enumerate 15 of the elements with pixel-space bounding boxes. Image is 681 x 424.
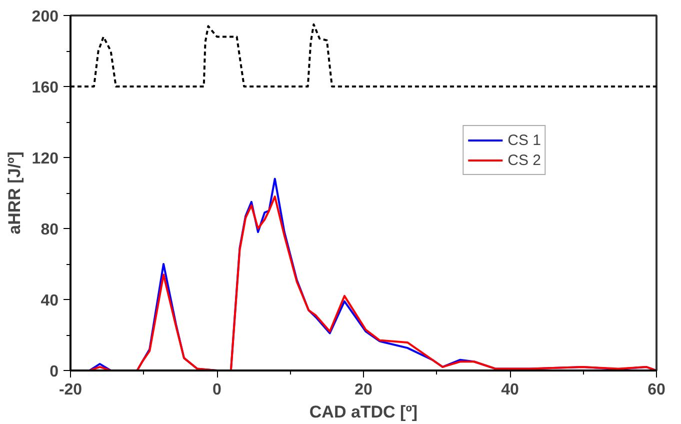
y-tick-label: 160 — [32, 80, 59, 96]
x-tick-label: 20 — [354, 382, 372, 398]
x-axis-title: CAD aTDC [º] — [309, 402, 418, 422]
y-tick-label: 0 — [50, 364, 59, 380]
y-tick-label: 80 — [40, 222, 59, 238]
legend-label: CS 2 — [508, 152, 541, 168]
y-axis-title: aHRR [J/º] — [4, 152, 24, 234]
y-tick-label: 200 — [32, 8, 59, 26]
x-tick-label: 40 — [501, 382, 519, 398]
x-tick-label: 0 — [212, 382, 222, 398]
x-tick-label: -20 — [58, 382, 82, 398]
y-tick-label: 120 — [32, 150, 59, 168]
legend-label: CS 1 — [508, 132, 541, 148]
y-tick-label: 40 — [40, 292, 59, 310]
x-tick-label: 60 — [648, 382, 666, 398]
